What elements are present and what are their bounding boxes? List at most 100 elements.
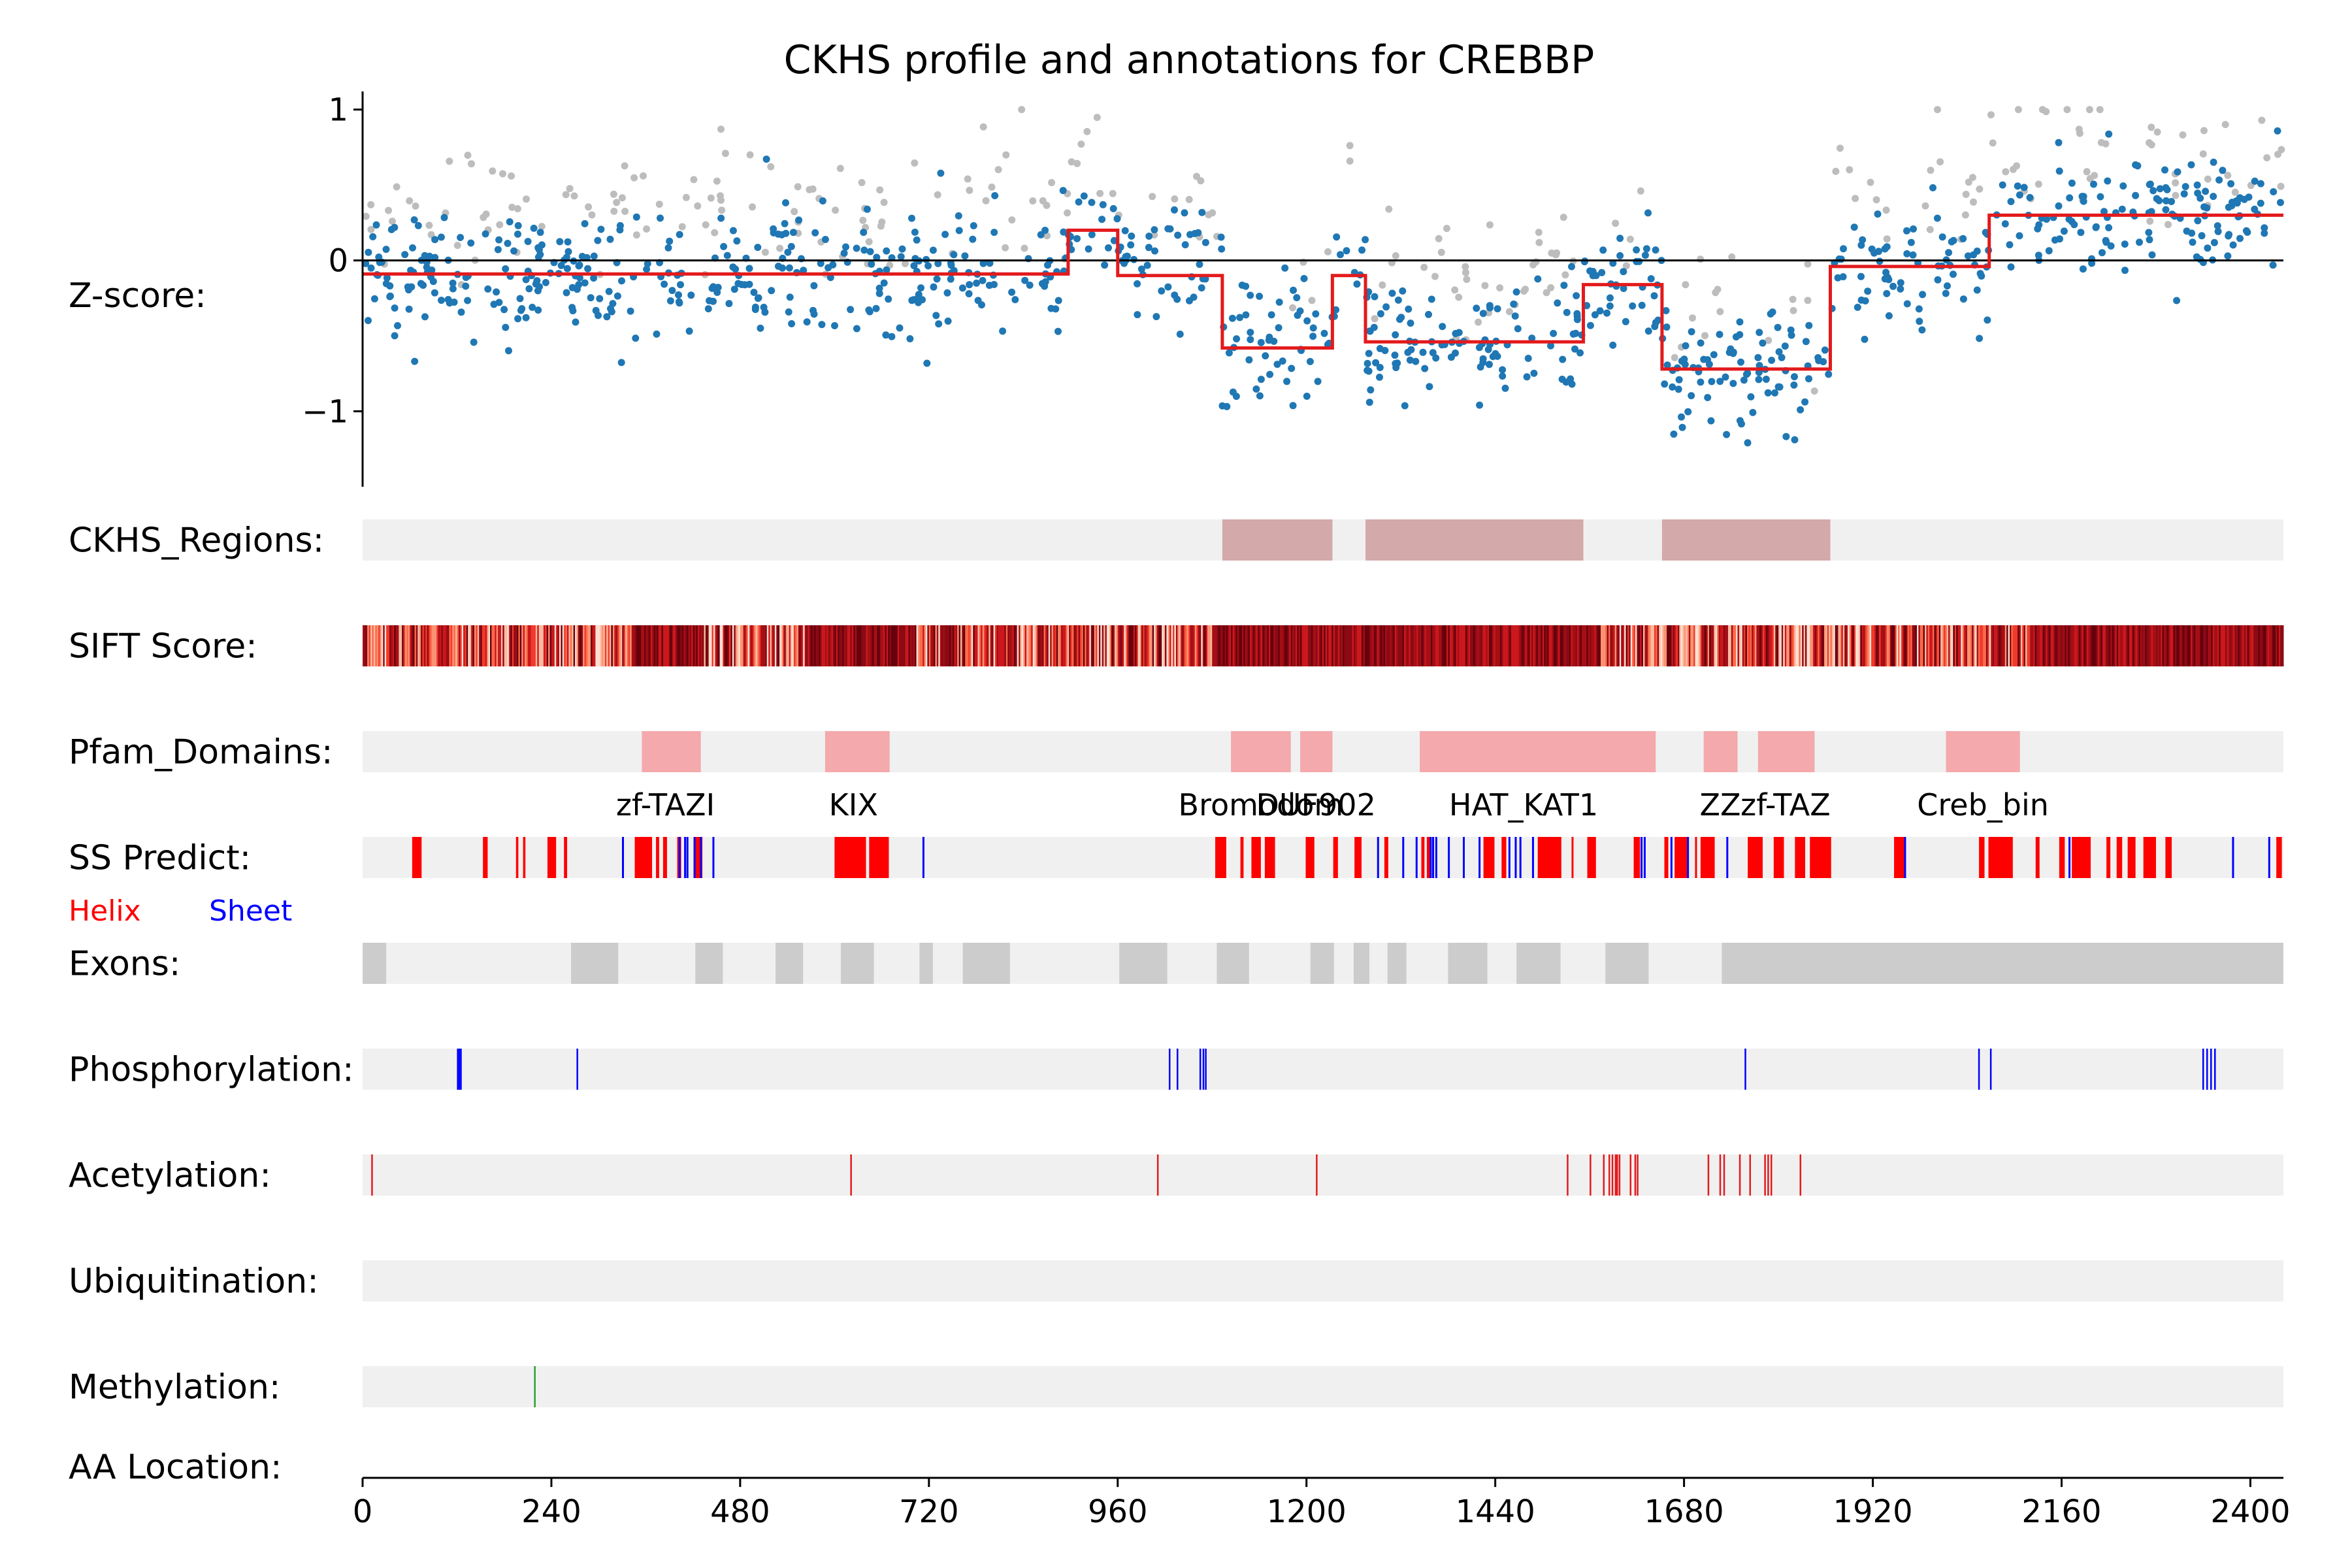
sift-cell [1498, 625, 1501, 666]
sift-cell [2110, 625, 2112, 666]
sift-cell [793, 625, 796, 666]
zscore-point-grey [717, 125, 725, 133]
zscore-point [1716, 331, 1723, 338]
sift-cell [1111, 625, 1113, 666]
zscore-point-grey [682, 193, 690, 201]
sift-cell [1934, 625, 1936, 666]
sift-cell [2266, 625, 2268, 666]
sift-cell [406, 625, 409, 666]
zscore-point [2236, 235, 2244, 242]
sift-cell [1868, 625, 1870, 666]
zscore-point [2020, 184, 2028, 191]
sift-cell [1331, 625, 1334, 666]
zscore-point [955, 227, 963, 235]
sift-cell [482, 625, 484, 666]
sift-cell [1769, 625, 1771, 666]
sift-cell [911, 625, 914, 666]
zscore-point [382, 246, 390, 253]
zscore-point [1915, 305, 1923, 313]
zscore-point-grey [1443, 225, 1450, 233]
zscore-point [1652, 246, 1659, 254]
sift-cell [1755, 625, 1757, 666]
sift-cell [1484, 625, 1486, 666]
sift-cell [367, 625, 370, 666]
region-block [1722, 943, 2283, 984]
sift-cell [537, 625, 540, 666]
sift-cell [2281, 625, 2284, 666]
sift-cell [1602, 625, 1605, 666]
sift-cell [517, 625, 519, 666]
sift-cell [2089, 625, 2092, 666]
zscore-point-grey [865, 238, 873, 246]
zscore-point-grey [1043, 232, 1051, 240]
sift-cell [1669, 625, 1672, 666]
sift-cell [1286, 625, 1288, 666]
sift-cell [2198, 625, 2200, 666]
sift-cell [1745, 625, 1748, 666]
sift-cell [1001, 625, 1004, 666]
sift-cell [1641, 625, 1644, 666]
sift-cell [1644, 625, 1647, 666]
zscore-point [516, 295, 524, 302]
sift-cell [1355, 625, 1358, 666]
sift-cell [1144, 625, 1147, 666]
sift-cell [2010, 625, 2012, 666]
zscore-point [906, 335, 914, 342]
sift-cell [2234, 625, 2237, 666]
sift-cell [1418, 625, 1420, 666]
sift-cell [1412, 625, 1414, 666]
sift-cell [1633, 625, 1636, 666]
zscore-point-grey [806, 186, 813, 193]
sift-cell [1903, 625, 1905, 666]
zscore-point-grey [1682, 281, 1690, 289]
zscore-point [1973, 286, 1981, 294]
sift-cell [1898, 625, 1900, 666]
sift-cell [1978, 625, 1980, 666]
zscore-point [627, 307, 634, 315]
zscore-point [1181, 241, 1189, 249]
sift-cell [814, 625, 816, 666]
sift-cell [666, 625, 668, 666]
zscore-point [1044, 261, 1051, 269]
sift-cell [1575, 625, 1578, 666]
sift-cell [811, 625, 813, 666]
sift-cell [1437, 625, 1439, 666]
helix-segment [1354, 837, 1362, 878]
sift-cell [960, 625, 962, 666]
zscore-point [505, 347, 512, 355]
zscore-point [575, 262, 583, 270]
zscore-point [2194, 217, 2202, 225]
zscore-point [1704, 356, 1712, 364]
sift-cell [1470, 625, 1472, 666]
zscore-point [966, 281, 973, 289]
zscore-point [787, 242, 795, 250]
sift-cell [2178, 625, 2180, 666]
sift-cell [386, 625, 388, 666]
sift-cell [1576, 625, 1579, 666]
zscore-point [365, 248, 372, 256]
sift-cell [2115, 625, 2117, 666]
sift-cell [1435, 625, 1438, 666]
sift-cell [623, 625, 626, 666]
zscore-point [990, 229, 998, 237]
track-ubiquitination: Ubiquitination: [69, 1260, 2283, 1301]
sift-cell [1083, 625, 1085, 666]
zscore-point-grey [1622, 262, 1630, 270]
zscore-point [729, 227, 737, 235]
zscore-point [1680, 355, 1688, 363]
zscore-point-grey [2063, 106, 2071, 114]
sift-cell [1456, 625, 1458, 666]
zscore-point [1145, 233, 1153, 240]
sift-cell [891, 625, 893, 666]
zscore-point [1861, 297, 1869, 304]
zscore-point [1528, 335, 1536, 342]
sift-cell [372, 625, 374, 666]
sift-cell [622, 625, 625, 666]
sift-cell [836, 625, 838, 666]
zscore-point [941, 231, 949, 238]
sift-cell [2162, 625, 2164, 666]
sift-cell [557, 625, 560, 666]
sift-cell [883, 625, 885, 666]
zscore-point-grey [2231, 188, 2239, 196]
sift-cell [1088, 625, 1090, 666]
